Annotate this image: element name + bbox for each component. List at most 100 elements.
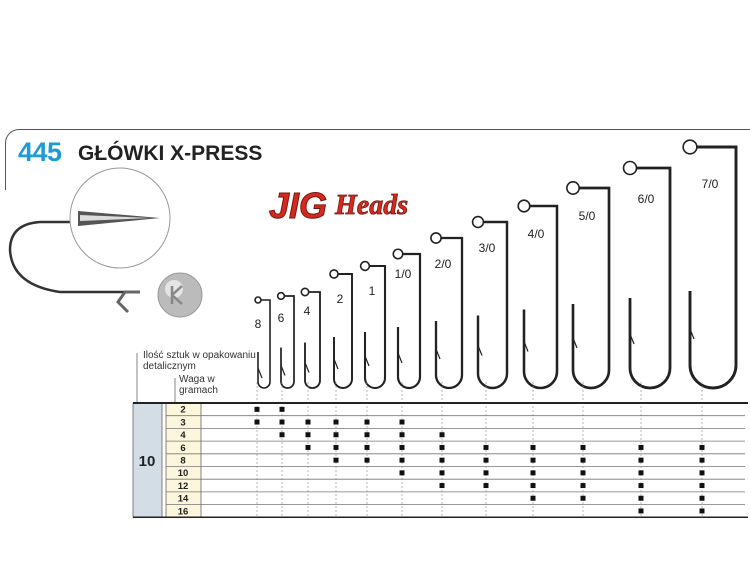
availability-mark bbox=[305, 432, 311, 438]
pack-qty-label: Ilość sztuk w opakowaniu detalicznym bbox=[143, 350, 256, 372]
hook-eye bbox=[566, 181, 580, 195]
availability-mark bbox=[699, 495, 705, 501]
availability-mark bbox=[305, 419, 311, 425]
pack-qty-value: 10 bbox=[139, 453, 156, 470]
hook-eye bbox=[276, 291, 286, 301]
hook-size-label: 5/0 bbox=[579, 209, 596, 223]
hook-barb bbox=[304, 362, 310, 373]
hook-eye bbox=[430, 232, 442, 244]
availability-mark bbox=[399, 419, 405, 425]
hook-barb bbox=[435, 348, 441, 360]
hook-barb bbox=[572, 337, 578, 349]
hook-body bbox=[257, 299, 271, 389]
availability-mark bbox=[364, 432, 370, 438]
availability-mark bbox=[483, 483, 489, 489]
availability-mark bbox=[305, 444, 311, 450]
hook-eye bbox=[359, 260, 371, 272]
header-frame bbox=[5, 129, 750, 190]
availability-mark bbox=[399, 432, 405, 438]
hook-2: 2 bbox=[329, 269, 353, 517]
availability-mark bbox=[483, 457, 489, 463]
availability-mark bbox=[439, 483, 445, 489]
hook-size-label: 1 bbox=[369, 284, 376, 298]
jigheads-logo: JIG Heads bbox=[269, 185, 409, 227]
weight-value: 12 bbox=[178, 481, 189, 492]
hook-8: 8 bbox=[254, 296, 271, 517]
product-title: GŁÓWKI X-PRESS bbox=[78, 142, 263, 165]
hook-6-0: 6/0 bbox=[622, 160, 672, 517]
weight-value: 16 bbox=[178, 506, 189, 517]
hook-barb bbox=[689, 328, 695, 340]
hook-barb bbox=[257, 367, 263, 379]
availability-mark bbox=[399, 457, 405, 463]
availability-mark bbox=[580, 470, 586, 476]
availability-mark bbox=[638, 483, 644, 489]
hook-body bbox=[434, 236, 464, 390]
hook-size-label: 6/0 bbox=[638, 192, 655, 206]
hook-barb bbox=[397, 352, 403, 364]
availability-mark bbox=[638, 495, 644, 501]
availability-mark bbox=[333, 419, 339, 425]
availability-mark bbox=[439, 444, 445, 450]
hook-4-0: 4/0 bbox=[517, 199, 559, 517]
availability-mark bbox=[580, 457, 586, 463]
availability-mark bbox=[638, 457, 644, 463]
hook-barb bbox=[364, 355, 370, 367]
hook-body bbox=[628, 166, 672, 390]
hook-2-0: 2/0 bbox=[430, 232, 464, 517]
hook-barb bbox=[629, 333, 635, 345]
hook-size-label: 1/0 bbox=[395, 267, 412, 281]
hook-eye bbox=[300, 287, 310, 297]
hook-size-label: 3/0 bbox=[479, 241, 496, 255]
availability-mark bbox=[699, 483, 705, 489]
hook-eye bbox=[392, 248, 404, 260]
hook-eye bbox=[517, 199, 531, 213]
hook-1: 1 bbox=[359, 260, 387, 517]
weight-label: Waga w gramach bbox=[179, 374, 218, 396]
availability-mark bbox=[254, 419, 260, 425]
availability-mark bbox=[439, 470, 445, 476]
availability-mark bbox=[439, 457, 445, 463]
availability-mark bbox=[364, 419, 370, 425]
svg-text:JIG: JIG bbox=[269, 185, 327, 226]
availability-mark bbox=[638, 508, 644, 514]
hook-body bbox=[396, 252, 422, 390]
hook-body bbox=[476, 220, 509, 390]
availability-mark bbox=[483, 470, 489, 476]
availability-mark bbox=[333, 444, 339, 450]
hook-body bbox=[333, 273, 353, 389]
weight-value: 14 bbox=[178, 494, 189, 505]
availability-mark bbox=[254, 406, 260, 412]
hook-size-label: 2 bbox=[337, 292, 344, 306]
hook-size-label: 7/0 bbox=[702, 177, 719, 191]
availability-mark bbox=[399, 444, 405, 450]
availability-mark bbox=[483, 444, 489, 450]
hook-body bbox=[280, 295, 295, 389]
hook-size-label: 8 bbox=[255, 317, 262, 331]
availability-mark bbox=[399, 470, 405, 476]
availability-mark bbox=[530, 483, 536, 489]
hook-body bbox=[522, 204, 559, 390]
hook-barb bbox=[280, 365, 286, 376]
availability-mark bbox=[279, 419, 285, 425]
weight-value: 2 bbox=[180, 405, 185, 416]
hook-barb bbox=[523, 341, 529, 352]
availability-mark bbox=[638, 470, 644, 476]
availability-mark bbox=[530, 457, 536, 463]
availability-mark bbox=[580, 444, 586, 450]
weight-value: 10 bbox=[178, 468, 189, 479]
hook-eye bbox=[254, 296, 262, 304]
availability-mark bbox=[364, 457, 370, 463]
hook-eye bbox=[329, 269, 339, 279]
availability-mark bbox=[699, 508, 705, 514]
hook-barb bbox=[333, 358, 339, 370]
availability-mark bbox=[530, 444, 536, 450]
hook-body bbox=[688, 145, 738, 390]
hook-size-label: 2/0 bbox=[435, 257, 452, 271]
pack-qty-cell bbox=[132, 402, 163, 518]
jig-illustration bbox=[8, 167, 203, 318]
availability-mark bbox=[439, 432, 445, 438]
availability-mark bbox=[530, 495, 536, 501]
